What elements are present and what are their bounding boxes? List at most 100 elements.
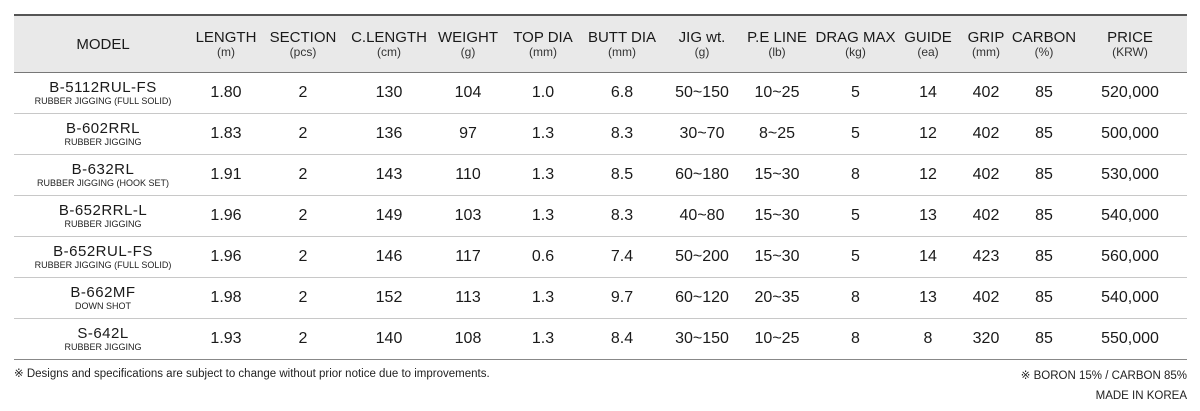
carbon-cell: 85 [1035, 289, 1053, 306]
pe-line-cell: 20~35 [754, 289, 800, 306]
length-cell: 1.93 [210, 330, 242, 347]
c-length-cell: 152 [375, 289, 403, 306]
weight-cell: 108 [454, 330, 482, 347]
section-cell: 2 [298, 166, 308, 183]
model-type: RUBBER JIGGING (FULL SOLID) [34, 260, 172, 270]
model-type: DOWN SHOT [75, 301, 131, 311]
butt-dia-cell: 9.7 [610, 289, 634, 306]
top-dia-cell: 1.3 [531, 330, 555, 347]
length-cell: 1.80 [210, 84, 242, 101]
table-row: B-602RRL RUBBER JIGGING 1.83 2 136 97 1.3 8.3 30… [14, 114, 1187, 155]
weight-cell: 97 [459, 125, 477, 142]
price-cell: 530,000 [1101, 166, 1159, 183]
table-row: B-652RUL-FS RUBBER JIGGING (FULL SOLID) 1.… [14, 237, 1187, 278]
top-dia-cell: 1.3 [531, 125, 555, 142]
pe-line-cell: 8~25 [758, 125, 796, 142]
table-row: B-632RL RUBBER JIGGING (HOOK SET) 1.91 2 143… [14, 155, 1187, 196]
carbon-cell: 85 [1035, 248, 1053, 265]
grip-cell: 402 [972, 289, 1000, 306]
jig-wt-cell: 40~80 [679, 207, 725, 224]
price-cell: 540,000 [1101, 289, 1159, 306]
butt-dia-cell: 6.8 [610, 84, 634, 101]
model-cell: B-5112RUL-FS RUBBER JIGGING (FULL SOLID) [14, 73, 192, 113]
weight-cell: 110 [455, 166, 481, 183]
jig-wt-cell: 30~150 [675, 330, 729, 347]
carbon-cell: 85 [1035, 330, 1053, 347]
footer-right: ※ BORON 15% / CARBON 85% MADE IN KOREA [1021, 366, 1187, 406]
header-length: LENGTH (m) [195, 29, 257, 59]
header-pe-line: P.E LINE (lb) [747, 29, 807, 59]
length-cell: 1.96 [210, 248, 242, 265]
header-drag-max: DRAG MAX (kg) [815, 29, 896, 59]
model-cell: B-652RRL-L RUBBER JIGGING [14, 196, 192, 236]
model-cell: B-662MF DOWN SHOT [14, 278, 192, 318]
header-top-dia: TOP DIA (mm) [513, 29, 573, 59]
length-cell: 1.96 [210, 207, 242, 224]
table-row: B-5112RUL-FS RUBBER JIGGING (FULL SOLID) 1… [14, 73, 1187, 114]
header-c-length: C.LENGTH (cm) [351, 29, 427, 59]
jig-wt-cell: 30~70 [679, 125, 725, 142]
butt-dia-cell: 8.3 [610, 125, 634, 142]
model-name: B-652RRL-L [58, 202, 148, 219]
section-cell: 2 [298, 84, 308, 101]
model-type: RUBBER JIGGING (HOOK SET) [36, 178, 169, 188]
guide-cell: 13 [919, 289, 937, 306]
butt-dia-cell: 8.4 [610, 330, 634, 347]
butt-dia-cell: 8.5 [610, 166, 634, 183]
model-name: B-632RL [71, 161, 135, 178]
grip-cell: 402 [972, 207, 1000, 224]
header-guide: GUIDE (ea) [904, 29, 952, 59]
model-name: S-642L [77, 325, 129, 342]
header-grip: GRIP (mm) [967, 29, 1005, 59]
drag-max-cell: 5 [851, 207, 860, 224]
pe-line-cell: 10~25 [754, 330, 800, 347]
model-type: RUBBER JIGGING (FULL SOLID) [34, 96, 172, 106]
section-cell: 2 [298, 330, 308, 347]
pe-line-cell: 15~30 [754, 248, 800, 265]
top-dia-cell: 0.6 [531, 248, 555, 265]
model-cell: B-652RUL-FS RUBBER JIGGING (FULL SOLID) [14, 237, 192, 277]
weight-cell: 117 [455, 248, 481, 265]
model-type: RUBBER JIGGING [64, 137, 142, 147]
model-cell: B-602RRL RUBBER JIGGING [14, 114, 192, 154]
grip-cell: 402 [972, 125, 1000, 142]
price-cell: 560,000 [1101, 248, 1159, 265]
carbon-cell: 85 [1035, 166, 1053, 183]
guide-cell: 8 [923, 330, 933, 347]
grip-cell: 402 [972, 84, 1000, 101]
section-cell: 2 [298, 125, 308, 142]
top-dia-cell: 1.0 [531, 84, 555, 101]
price-cell: 540,000 [1101, 207, 1159, 224]
header-butt-dia: BUTT DIA (mm) [587, 29, 657, 59]
jig-wt-cell: 50~200 [675, 248, 729, 265]
jig-wt-cell: 60~180 [675, 166, 729, 183]
drag-max-cell: 8 [851, 166, 860, 183]
drag-max-cell: 8 [851, 289, 860, 306]
model-cell: B-632RL RUBBER JIGGING (HOOK SET) [14, 155, 192, 195]
header-carbon: CARBON (%) [1011, 29, 1077, 59]
weight-cell: 104 [454, 84, 482, 101]
pe-line-cell: 15~30 [754, 207, 800, 224]
carbon-cell: 85 [1035, 125, 1053, 142]
guide-cell: 12 [919, 125, 937, 142]
header-model: MODEL [76, 35, 130, 53]
c-length-cell: 143 [375, 166, 403, 183]
drag-max-cell: 5 [851, 125, 860, 142]
butt-dia-cell: 8.3 [610, 207, 634, 224]
header-jig-wt: JIG wt. (g) [678, 29, 726, 59]
header-price: PRICE (KRW) [1107, 29, 1153, 59]
c-length-cell: 146 [375, 248, 403, 265]
c-length-cell: 149 [375, 207, 403, 224]
spec-table: MODEL LENGTH (m) SECTION (pcs) C.LENGTH (cm… [14, 14, 1187, 360]
model-name: B-5112RUL-FS [49, 79, 157, 96]
guide-cell: 14 [919, 84, 937, 101]
section-cell: 2 [298, 289, 308, 306]
header-weight: WEIGHT (g) [438, 29, 498, 59]
model-name: B-652RUL-FS [53, 243, 153, 260]
table-header: MODEL LENGTH (m) SECTION (pcs) C.LENGTH (cm… [14, 14, 1187, 73]
table-row: B-652RRL-L RUBBER JIGGING 1.96 2 149 103 1.3 8.… [14, 196, 1187, 237]
origin-note: MADE IN KOREA [1095, 390, 1187, 402]
model-name: B-602RRL [65, 120, 141, 137]
jig-wt-cell: 60~120 [675, 289, 729, 306]
model-cell: S-642L RUBBER JIGGING [14, 319, 192, 359]
